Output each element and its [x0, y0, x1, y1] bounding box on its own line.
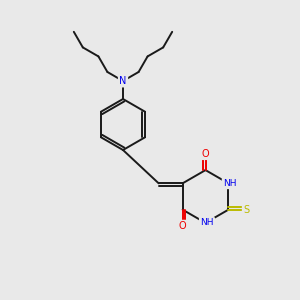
Text: O: O — [179, 221, 186, 231]
Text: NH: NH — [223, 179, 237, 188]
Text: O: O — [202, 148, 209, 159]
Text: N: N — [119, 76, 127, 86]
Text: NH: NH — [200, 218, 214, 227]
Text: S: S — [243, 205, 249, 215]
